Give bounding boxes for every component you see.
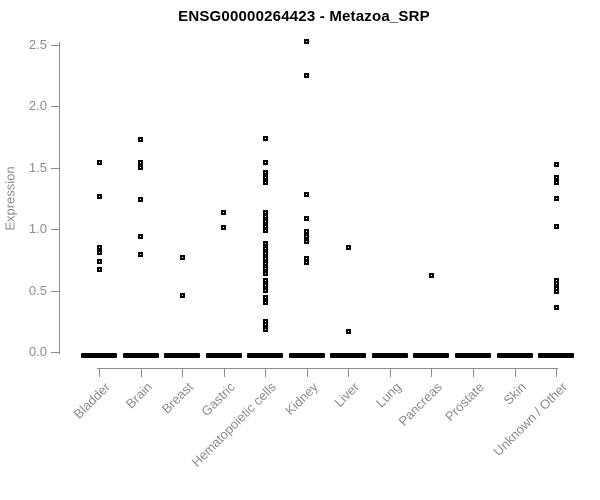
data-point <box>262 219 268 225</box>
zero-expression-bar <box>371 352 408 358</box>
data-point <box>262 241 268 247</box>
data-point <box>262 175 268 181</box>
x-tick <box>472 369 474 377</box>
data-point <box>96 193 102 199</box>
y-tick <box>51 167 59 169</box>
x-tick <box>389 369 391 377</box>
y-tick <box>51 290 59 292</box>
zero-expression-bar <box>247 352 284 358</box>
y-tick <box>51 229 59 231</box>
data-point <box>262 170 268 176</box>
data-point <box>428 273 434 279</box>
data-point <box>304 229 310 235</box>
zero-expression-bar <box>288 352 325 358</box>
data-point <box>553 289 559 295</box>
data-point <box>262 246 268 252</box>
y-tick <box>51 45 59 46</box>
data-point <box>553 180 559 186</box>
data-point <box>96 250 102 256</box>
x-tick <box>223 369 225 377</box>
data-point <box>138 234 144 240</box>
data-point <box>304 238 310 244</box>
data-point <box>262 283 268 289</box>
data-point <box>262 261 268 267</box>
y-tick <box>51 352 59 353</box>
zero-expression-bar <box>454 352 491 358</box>
data-point <box>138 160 144 166</box>
data-point <box>179 254 185 260</box>
x-tick <box>431 369 433 377</box>
zero-expression-bar <box>496 352 533 358</box>
data-point <box>262 209 268 215</box>
y-axis-line <box>59 42 60 354</box>
data-point <box>221 225 227 231</box>
data-point <box>262 322 268 328</box>
data-point <box>304 192 310 198</box>
data-point <box>304 73 310 79</box>
data-point <box>553 161 559 167</box>
data-point <box>221 209 227 215</box>
data-point <box>179 293 185 298</box>
x-tick <box>182 369 184 377</box>
data-point <box>262 256 268 262</box>
y-axis-label: Expression <box>2 166 18 231</box>
x-tick <box>306 369 308 377</box>
data-point <box>262 327 268 333</box>
y-tick-label: 0.0 <box>28 344 47 359</box>
x-tick <box>140 369 142 377</box>
y-tick-label: 0.5 <box>28 282 47 298</box>
data-point <box>262 270 268 276</box>
x-axis-line <box>97 368 558 369</box>
data-point <box>96 245 102 251</box>
zero-expression-bar <box>330 352 367 358</box>
data-point <box>262 180 268 186</box>
x-tick <box>265 369 267 377</box>
x-tick <box>99 369 100 377</box>
data-point <box>138 165 144 171</box>
data-point <box>553 280 559 286</box>
data-point <box>96 258 102 264</box>
data-point <box>96 160 102 166</box>
data-point <box>304 259 310 265</box>
data-point <box>304 215 310 221</box>
x-tick <box>348 369 350 377</box>
data-point <box>262 295 268 301</box>
data-point <box>553 305 559 311</box>
data-point <box>553 224 559 230</box>
data-point <box>304 38 310 44</box>
data-point <box>262 278 268 284</box>
x-tick <box>514 369 516 377</box>
data-point <box>345 328 351 334</box>
y-tick-label: 1.0 <box>28 221 47 237</box>
zero-expression-bar <box>413 352 450 358</box>
chart-title: ENSG00000264423 - Metazoa_SRP <box>178 8 430 25</box>
data-point <box>262 265 268 271</box>
y-tick <box>51 106 59 108</box>
data-point <box>262 214 268 220</box>
y-tick-label: 2.0 <box>28 98 47 114</box>
zero-expression-bar <box>205 352 242 358</box>
data-point <box>262 135 268 141</box>
zero-expression-bar <box>164 352 201 358</box>
data-point <box>262 160 268 166</box>
data-point <box>262 288 268 294</box>
data-point <box>262 251 268 257</box>
data-point <box>96 267 102 273</box>
data-point <box>345 245 351 251</box>
zero-expression-bar <box>81 352 117 358</box>
zero-expression-bar <box>122 352 159 358</box>
data-point <box>304 234 310 240</box>
data-point <box>138 252 144 258</box>
data-point <box>138 197 144 203</box>
data-point <box>553 196 559 201</box>
y-tick-label: 1.5 <box>28 159 47 175</box>
y-tick-label: 2.5 <box>28 37 47 52</box>
data-point <box>262 300 268 306</box>
zero-expression-bar <box>538 352 575 358</box>
data-point <box>262 227 268 233</box>
data-point <box>138 137 144 143</box>
x-tick <box>556 369 558 377</box>
